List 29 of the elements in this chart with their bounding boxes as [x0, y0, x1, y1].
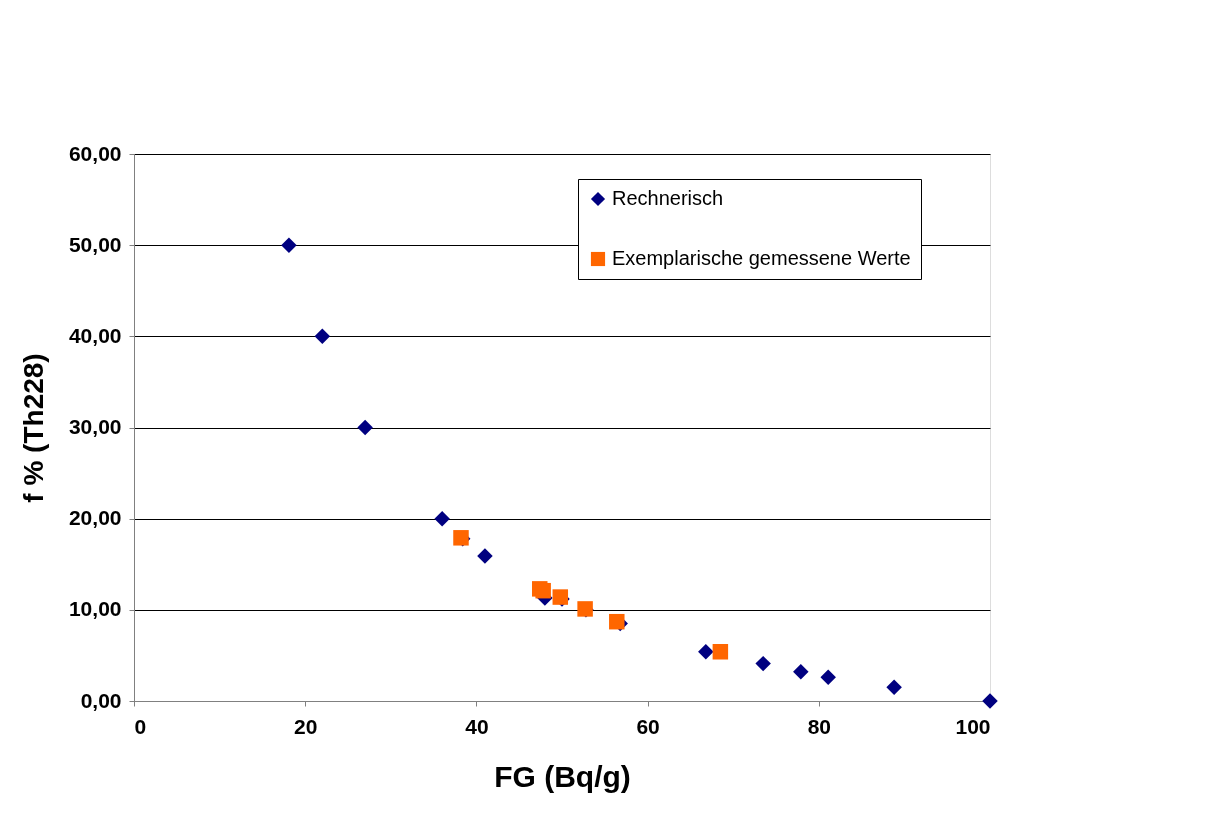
- x-tick-label: 20: [294, 714, 318, 738]
- point: [281, 237, 297, 253]
- y-tick-label: 0,00: [80, 688, 122, 712]
- point: [982, 693, 998, 709]
- legend-label: Rechnerisch: [612, 187, 724, 209]
- y-tick-label: 10,00: [68, 597, 122, 621]
- x-tick-label: 80: [807, 714, 831, 738]
- point: [434, 510, 450, 527]
- y-axis-title: f % (Th228): [17, 353, 49, 503]
- x-axis-title: FG (Bq/g): [494, 759, 631, 793]
- point: [698, 644, 714, 660]
- point: [755, 655, 771, 672]
- point: [357, 419, 373, 436]
- point: [314, 328, 331, 345]
- x-tick-label: 40: [465, 714, 489, 738]
- x-tick-label: 0: [134, 714, 147, 738]
- y-tick-label: 40,00: [68, 323, 122, 347]
- point: [820, 669, 836, 686]
- point: [712, 644, 729, 660]
- point: [793, 664, 809, 680]
- y-tick-label: 50,00: [68, 232, 122, 256]
- point: [477, 548, 493, 564]
- y-tick-label: 30,00: [68, 415, 122, 438]
- point: [886, 679, 902, 696]
- x-tick-label: 100: [955, 714, 991, 738]
- legend-label: Exemplarische gemessene Werte: [612, 247, 911, 269]
- y-tick-label: 20,00: [68, 506, 122, 530]
- y-tick-label: 60,00: [68, 141, 122, 165]
- x-tick-label: 60: [636, 714, 660, 738]
